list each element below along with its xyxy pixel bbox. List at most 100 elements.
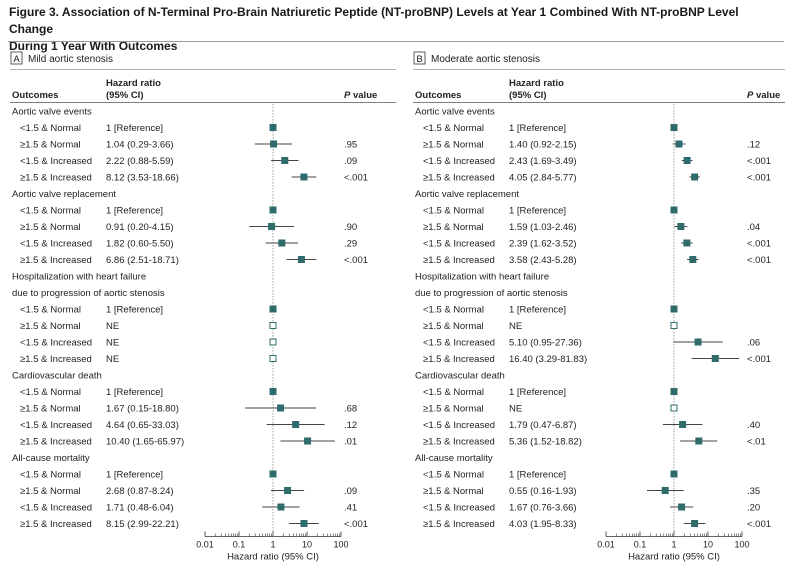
ne-marker — [670, 322, 678, 329]
hr-marker — [711, 355, 719, 362]
panel-letter: B — [416, 54, 422, 65]
hazard-ratio-header: Hazard ratio — [106, 78, 161, 89]
p-value: <.001 — [747, 255, 771, 266]
hr-ci-text: 8.12 (3.53-18.66) — [106, 173, 179, 184]
p-value: <.001 — [344, 173, 368, 184]
panel-letter: A — [13, 54, 20, 65]
row-label: ≥1.5 & Increased — [20, 519, 92, 530]
p-value: .09 — [344, 156, 357, 167]
row-label: ≥1.5 & Normal — [20, 486, 81, 497]
hr-marker — [269, 305, 277, 313]
row-label: ≥1.5 & Increased — [20, 173, 92, 184]
hr-marker — [661, 487, 669, 494]
hazard-ratio-header: Hazard ratio — [509, 78, 564, 89]
hr-marker — [694, 338, 702, 346]
hr-ci-text: 1 [Reference] — [509, 305, 566, 316]
hr-ci-text: NE — [509, 321, 522, 332]
hr-marker — [691, 173, 699, 181]
p-value: .40 — [747, 420, 760, 431]
hr-marker — [277, 503, 285, 511]
group-title: Cardiovascular death — [415, 371, 505, 382]
hr-ci-text: 5.36 (1.52-18.82) — [509, 437, 582, 448]
group-title: Hospitalization with heart failure — [415, 272, 549, 283]
p-value: <.001 — [747, 354, 771, 365]
hr-ci-text: 0.55 (0.16-1.93) — [509, 486, 577, 497]
row-label: ≥1.5 & Normal — [423, 222, 484, 233]
p-value: <.001 — [747, 173, 771, 184]
hr-ci-text: 4.05 (2.84-5.77) — [509, 173, 577, 184]
row-label: ≥1.5 & Increased — [20, 255, 92, 266]
p-value: .35 — [747, 486, 760, 497]
group-title: Cardiovascular death — [12, 371, 102, 382]
p-value: .06 — [747, 338, 760, 349]
row-label: <1.5 & Normal — [20, 387, 81, 398]
hr-marker — [670, 124, 678, 131]
hr-ci-text: 2.43 (1.69-3.49) — [509, 156, 577, 167]
hr-ci-text: 8.15 (2.99-22.21) — [106, 519, 179, 530]
hr-ci-text: NE — [509, 404, 522, 415]
p-value: .12 — [747, 140, 760, 151]
group-title: Aortic valve events — [415, 107, 495, 118]
ne-marker — [670, 404, 678, 412]
p-value: .90 — [344, 222, 357, 233]
row-label: ≥1.5 & Normal — [423, 321, 484, 332]
hr-marker — [670, 470, 678, 478]
hr-marker — [679, 421, 687, 428]
group-title: Aortic valve replacement — [12, 189, 116, 200]
hr-marker — [689, 256, 697, 263]
row-label: <1.5 & Increased — [423, 156, 495, 167]
p-value: .68 — [344, 404, 357, 415]
row-label: <1.5 & Increased — [20, 338, 92, 349]
ne-marker — [269, 355, 277, 362]
p-value: <.001 — [747, 519, 771, 530]
hr-marker — [678, 503, 686, 511]
p-value: .95 — [344, 140, 357, 151]
row-label: <1.5 & Increased — [423, 239, 495, 250]
p-value: <.001 — [344, 255, 368, 266]
row-label: ≥1.5 & Increased — [423, 173, 495, 184]
group-title: Aortic valve events — [12, 107, 92, 118]
hr-ci-text: 1 [Reference] — [106, 123, 163, 134]
hr-marker — [670, 305, 678, 313]
row-label: <1.5 & Normal — [423, 123, 484, 134]
figure-title-line-1: Figure 3. Association of N-Terminal Pro-… — [9, 5, 739, 36]
hr-marker — [683, 157, 691, 164]
p-value-header: P value — [747, 90, 780, 101]
p-value: .41 — [344, 503, 357, 514]
hr-marker — [269, 470, 277, 478]
p-value: .09 — [344, 486, 357, 497]
hr-ci-text: 1 [Reference] — [509, 123, 566, 134]
hr-ci-text: 5.10 (0.95-27.36) — [509, 338, 582, 349]
row-label: ≥1.5 & Normal — [423, 404, 484, 415]
p-value: <.001 — [747, 239, 771, 250]
hr-ci-text: 16.40 (3.29-81.83) — [509, 354, 587, 365]
row-label: ≥1.5 & Normal — [20, 140, 81, 151]
hr-marker — [670, 388, 678, 395]
group-title: Hospitalization with heart failure — [12, 272, 146, 283]
hr-marker — [268, 223, 276, 230]
p-value: .04 — [747, 222, 760, 233]
group-title: due to progression of aortic stenosis — [415, 288, 568, 299]
hr-marker — [297, 256, 305, 263]
hr-ci-text: 2.22 (0.88-5.59) — [106, 156, 174, 167]
hr-ci-text: 1.79 (0.47-6.87) — [509, 420, 577, 431]
ci-header: (95% CI) — [106, 90, 143, 101]
hr-ci-text: 2.68 (0.87-8.24) — [106, 486, 174, 497]
row-label: ≥1.5 & Normal — [20, 321, 81, 332]
figure-title-line-2: During 1 Year With Outcomes — [9, 39, 178, 53]
p-value: .12 — [344, 420, 357, 431]
hr-ci-text: 1.40 (0.92-2.15) — [509, 140, 577, 151]
hr-marker — [300, 520, 308, 527]
row-label: <1.5 & Increased — [423, 503, 495, 514]
row-label: <1.5 & Normal — [20, 470, 81, 481]
panel-b: B Moderate aortic stenosis Hazard ratio(95… — [413, 51, 785, 563]
hr-ci-text: 2.39 (1.62-3.52) — [509, 239, 577, 250]
x-tick-label: 100 — [734, 540, 749, 550]
hr-ci-text: 1 [Reference] — [106, 387, 163, 398]
panel-label: Moderate aortic stenosis — [431, 54, 540, 65]
group-title: Aortic valve replacement — [415, 189, 519, 200]
hr-marker — [284, 487, 292, 494]
row-label: <1.5 & Normal — [423, 387, 484, 398]
hr-ci-text: 3.58 (2.43-5.28) — [509, 255, 577, 266]
x-tick-label: 10 — [302, 540, 312, 550]
